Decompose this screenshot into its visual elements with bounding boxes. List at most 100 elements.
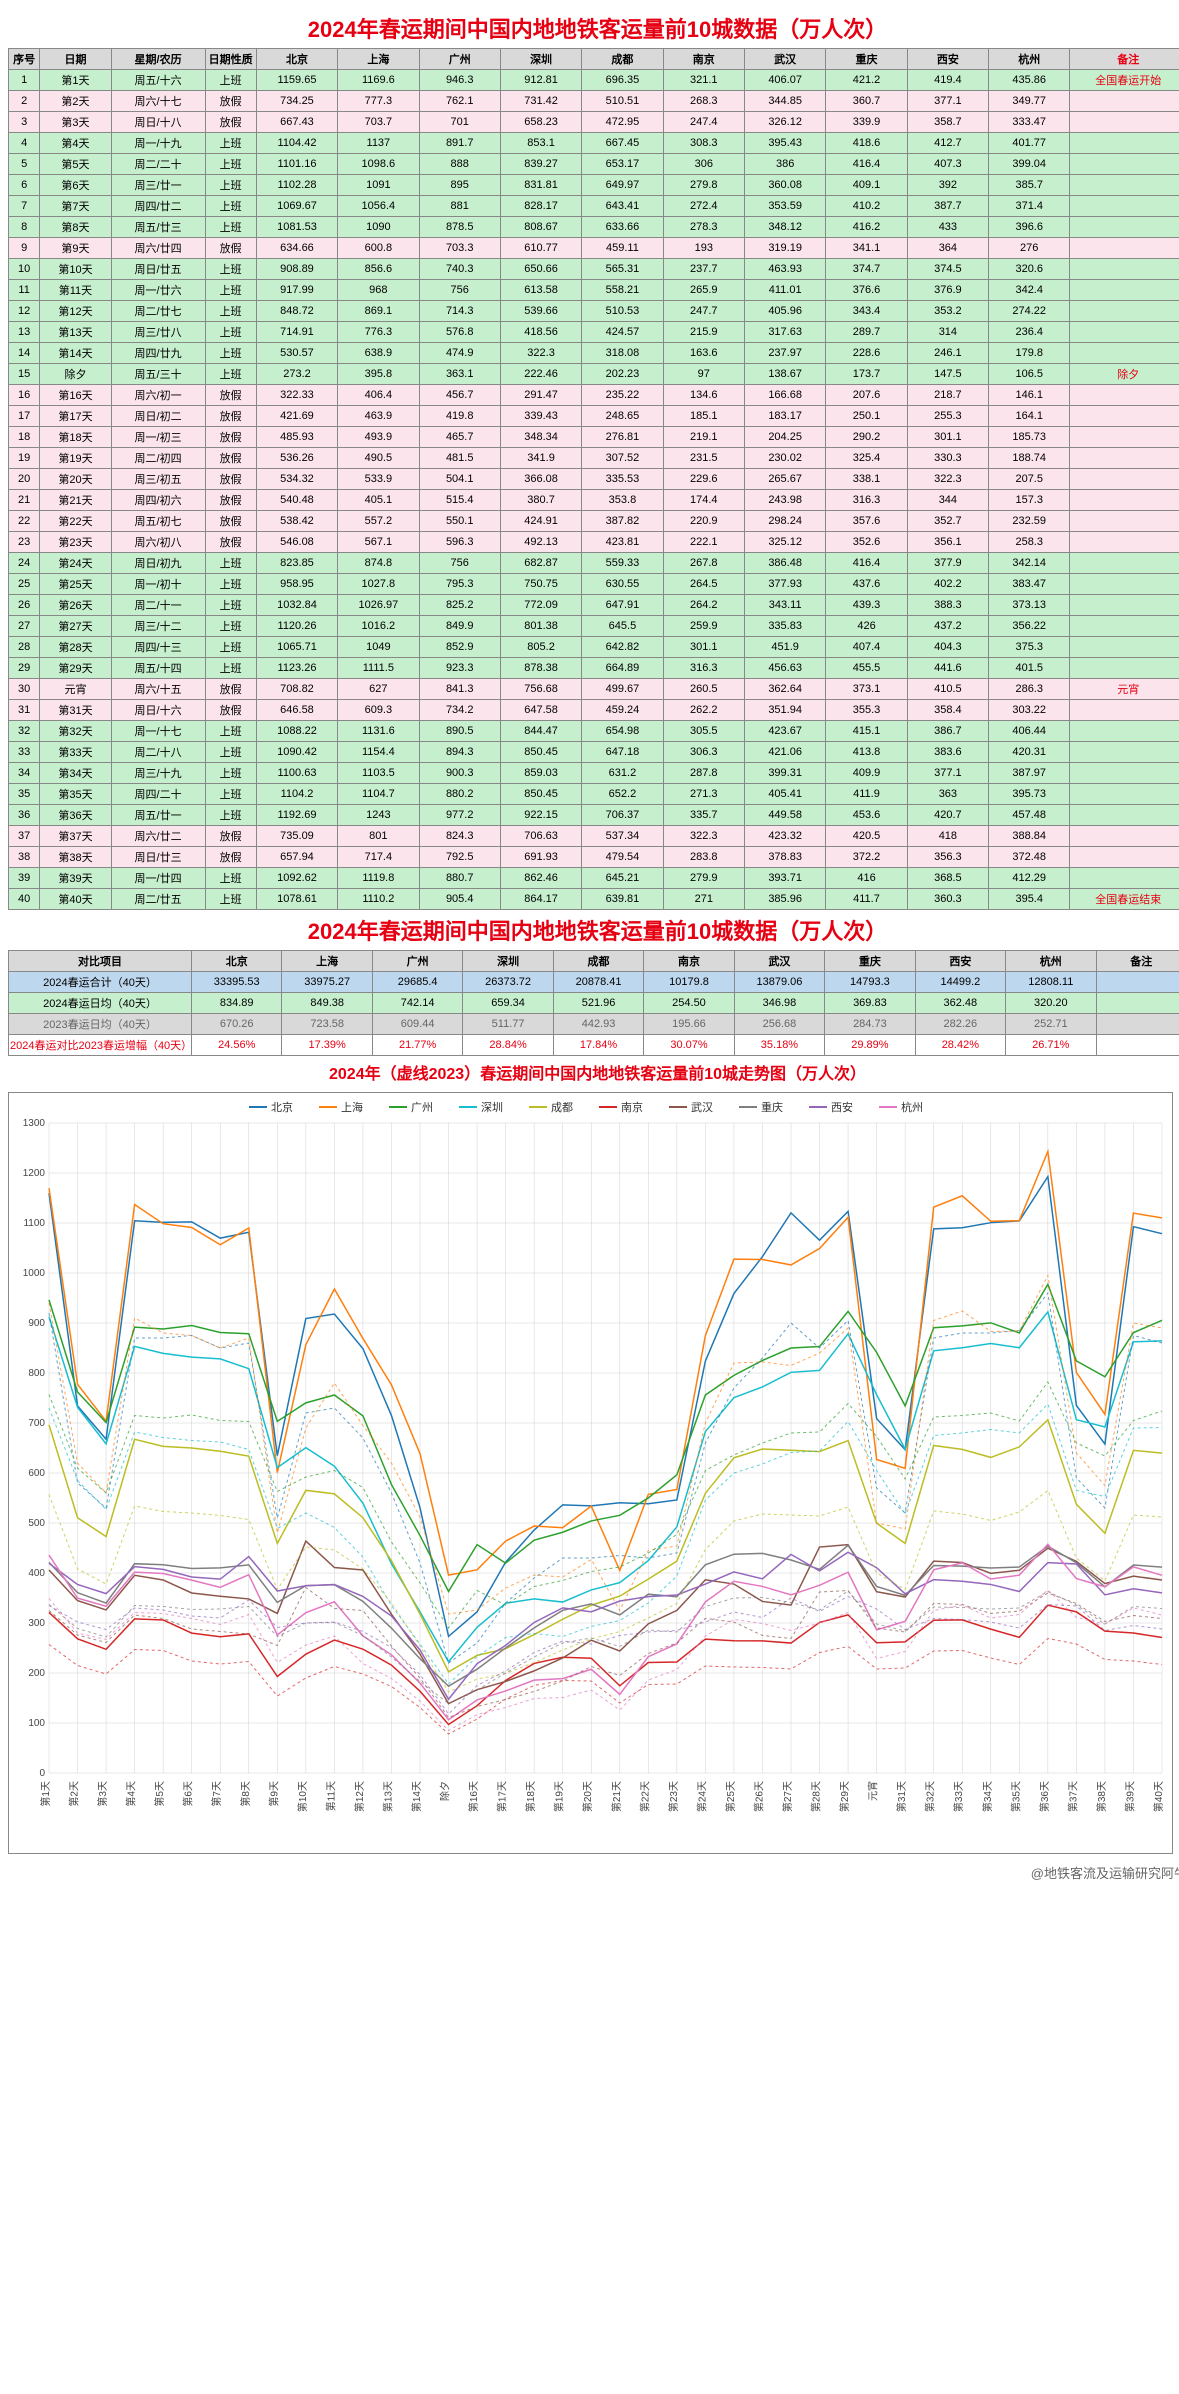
svg-text:第5天: 第5天 [153,1781,166,1807]
summary-row: 2024春运对比2023春运增幅（40天）24.56%17.39%21.77%2… [9,1035,1179,1056]
svg-text:1100: 1100 [23,1218,45,1229]
summary-row: 2024春运日均（40天）834.89849.38742.14659.34521… [9,993,1179,1014]
svg-text:第26天: 第26天 [752,1781,765,1812]
col-header: 星期/农历 [111,49,205,70]
table-row: 25第25天周一/初十上班958.951027.8795.3750.75630.… [9,574,1179,595]
svg-text:第36天: 第36天 [1038,1781,1051,1812]
col-header: 武汉 [744,49,825,70]
svg-text:第4天: 第4天 [125,1781,138,1807]
svg-text:600: 600 [28,1468,45,1479]
svg-text:第39天: 第39天 [1123,1781,1136,1812]
svg-text:0: 0 [39,1768,45,1779]
trend-chart: 0100200300400500600700800900100011001200… [8,1092,1173,1854]
summary-table: 对比项目北京上海广州深圳成都南京武汉重庆西安杭州备注 2024春运合计（40天）… [8,950,1179,1056]
svg-text:第7天: 第7天 [210,1781,223,1807]
table-row: 11第11天周一/廿六上班917.99968756613.58558.21265… [9,280,1179,301]
table-row: 32第32天周一/十七上班1088.221131.6890.5844.47654… [9,721,1179,742]
svg-text:深圳: 深圳 [481,1101,503,1114]
table-row: 37第37天周六/廿二放假735.09801824.3706.63537.343… [9,826,1179,847]
col-header: 深圳 [500,49,581,70]
col-header: 上海 [338,49,419,70]
svg-text:第10天: 第10天 [296,1781,309,1812]
svg-text:西安: 西安 [831,1100,853,1114]
table-row: 30元宵周六/十五放假708.82627841.3756.68499.67260… [9,679,1179,700]
svg-text:100: 100 [28,1718,45,1729]
svg-text:第29天: 第29天 [838,1781,851,1812]
svg-text:1000: 1000 [23,1268,46,1279]
table-row: 9第9天周六/廿四放假634.66600.8703.3610.77459.111… [9,238,1179,259]
svg-text:1300: 1300 [23,1118,46,1129]
svg-text:第11天: 第11天 [324,1781,337,1811]
svg-text:第31天: 第31天 [895,1781,908,1812]
table-row: 26第26天周二/十一上班1032.841026.97825.2772.0964… [9,595,1179,616]
col-header: 杭州 [989,49,1070,70]
table-row: 14第14天周四/廿九上班530.57638.9474.9322.3318.08… [9,343,1179,364]
svg-text:第34天: 第34天 [981,1781,994,1812]
table-row: 6第6天周三/廿一上班1102.281091895831.81649.97279… [9,175,1179,196]
table-row: 31第31天周日/十六放假646.58609.3734.2647.58459.2… [9,700,1179,721]
title-summary: 2024年春运期间中国内地地铁客运量前10城数据（万人次） [8,914,1179,946]
svg-text:第23天: 第23天 [667,1781,680,1812]
table-row: 16第16天周六/初一放假322.33406.4456.7291.47235.2… [9,385,1179,406]
svg-text:200: 200 [28,1668,45,1679]
svg-text:900: 900 [28,1318,45,1329]
svg-text:第21天: 第21天 [610,1781,623,1812]
svg-text:第28天: 第28天 [810,1781,823,1812]
col-header: 成都 [582,49,663,70]
table-row: 17第17天周日/初二放假421.69463.9419.8339.43248.6… [9,406,1179,427]
table-row: 20第20天周三/初五放假534.32533.9504.1366.08335.5… [9,469,1179,490]
svg-text:第32天: 第32天 [924,1781,937,1812]
table-row: 35第35天周四/二十上班1104.21104.7880.2850.45652.… [9,784,1179,805]
svg-text:800: 800 [28,1368,45,1379]
col-header: 广州 [419,49,500,70]
table-row: 12第12天周二/廿七上班848.72869.1714.3539.66510.5… [9,301,1179,322]
svg-text:第12天: 第12天 [353,1781,366,1812]
svg-text:第37天: 第37天 [1066,1781,1079,1812]
svg-text:700: 700 [28,1418,45,1429]
svg-text:第24天: 第24天 [695,1781,708,1812]
svg-text:上海: 上海 [341,1100,363,1114]
svg-text:第35天: 第35天 [1009,1781,1022,1812]
svg-text:第25天: 第25天 [724,1781,737,1812]
svg-text:南京: 南京 [621,1100,643,1114]
svg-text:第17天: 第17天 [496,1781,509,1812]
table-row: 10第10天周日/廿五上班908.89856.6740.3650.66565.3… [9,259,1179,280]
table-row: 33第33天周二/十八上班1090.421154.4894.3850.45647… [9,742,1179,763]
table-row: 28第28天周四/十三上班1065.711049852.9805.2642.82… [9,637,1179,658]
svg-text:第27天: 第27天 [781,1781,794,1812]
col-header: 重庆 [826,49,907,70]
svg-text:杭州: 杭州 [901,1100,923,1114]
table-row: 38第38天周日/廿三放假657.94717.4792.5691.93479.5… [9,847,1179,868]
col-header: 日期 [40,49,111,70]
svg-text:第19天: 第19天 [553,1781,566,1812]
svg-text:武汉: 武汉 [691,1101,713,1114]
col-header: 备注 [1070,49,1179,70]
summary-row: 2023春运日均（40天）670.26723.58609.44511.77442… [9,1014,1179,1035]
svg-text:第13天: 第13天 [381,1781,394,1812]
svg-text:第3天: 第3天 [96,1781,109,1807]
table-row: 24第24天周日/初九上班823.85874.8756682.87559.332… [9,553,1179,574]
table-row: 23第23天周六/初八放假546.08567.1596.3492.13423.8… [9,532,1179,553]
svg-text:成都: 成都 [551,1101,573,1114]
table-row: 7第7天周四/廿二上班1069.671056.4881828.17643.412… [9,196,1179,217]
table-row: 29第29天周五/十四上班1123.261111.5923.3878.38664… [9,658,1179,679]
col-header: 南京 [663,49,744,70]
svg-text:重庆: 重庆 [761,1100,783,1114]
table-row: 27第27天周三/十二上班1120.261016.2849.9801.38645… [9,616,1179,637]
table-row: 4第4天周一/十九上班1104.421137891.7853.1667.4530… [9,133,1179,154]
table-row: 40第40天周二/廿五上班1078.611110.2905.4864.17639… [9,889,1179,910]
footer-credit: @地铁客流及运输研究阿牛 [8,1863,1179,1882]
table-row: 13第13天周三/廿八上班714.91776.3576.8418.56424.5… [9,322,1179,343]
table-row: 8第8天周五/廿三上班1081.531090878.5808.67633.662… [9,217,1179,238]
table-row: 5第5天周二/二十上班1101.161098.6888839.27653.173… [9,154,1179,175]
svg-text:500: 500 [28,1518,45,1529]
table-row: 2第2天周六/十七放假734.25777.3762.1731.42510.512… [9,91,1179,112]
col-header: 序号 [9,49,40,70]
summary-row: 2024春运合计（40天）33395.5333975.2729685.42637… [9,972,1179,993]
svg-text:第16天: 第16天 [467,1781,480,1812]
svg-text:第6天: 第6天 [182,1781,195,1807]
col-header: 北京 [256,49,337,70]
svg-text:第38天: 第38天 [1095,1781,1108,1812]
svg-text:第1天: 第1天 [39,1781,52,1807]
title-main: 2024年春运期间中国内地地铁客运量前10城数据（万人次） [8,12,1179,44]
